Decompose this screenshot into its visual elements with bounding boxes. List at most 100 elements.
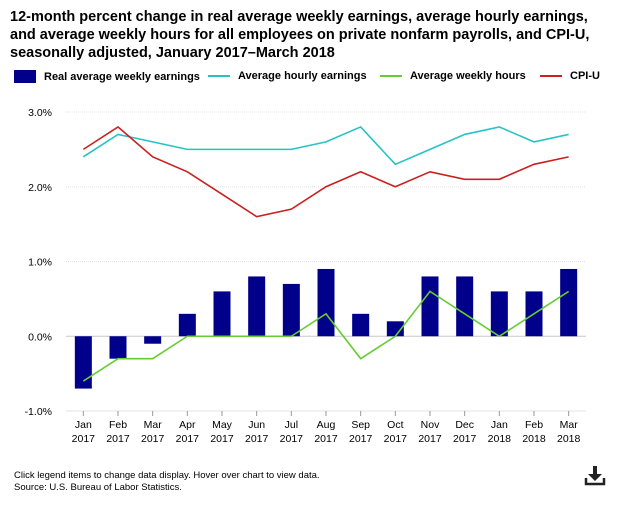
legend-swatch-line bbox=[540, 75, 562, 77]
point-average-hourly-earnings[interactable] bbox=[566, 131, 572, 137]
bar-real-weekly-earnings[interactable] bbox=[352, 313, 370, 337]
bar-real-weekly-earnings[interactable] bbox=[109, 336, 127, 359]
y-tick-label: 0.0% bbox=[28, 331, 52, 343]
point-average-hourly-earnings[interactable] bbox=[392, 161, 398, 167]
bar-real-weekly-earnings[interactable] bbox=[144, 336, 162, 344]
bar-real-weekly-earnings[interactable] bbox=[248, 276, 266, 337]
bar-real-weekly-earnings[interactable] bbox=[386, 321, 404, 337]
bar-real-weekly-earnings[interactable] bbox=[213, 291, 231, 337]
x-tick-label: May 2017 bbox=[210, 419, 234, 445]
chart-title: 12-month percent change in real average … bbox=[10, 9, 590, 61]
point-cpi-u[interactable] bbox=[254, 214, 260, 220]
legend-item-hourly-earnings[interactable]: Average hourly earnings bbox=[208, 70, 367, 82]
legend-label: CPI-U bbox=[570, 70, 600, 82]
point-cpi-u[interactable] bbox=[115, 124, 121, 130]
bar-real-weekly-earnings[interactable] bbox=[178, 313, 196, 337]
point-average-hourly-earnings[interactable] bbox=[254, 146, 260, 152]
point-average-weekly-hours[interactable] bbox=[219, 333, 225, 339]
point-average-weekly-hours[interactable] bbox=[358, 356, 364, 362]
point-cpi-u[interactable] bbox=[184, 169, 190, 175]
bar-real-weekly-earnings[interactable] bbox=[74, 336, 92, 389]
point-cpi-u[interactable] bbox=[150, 154, 156, 160]
legend: Real average weekly earnings Average hou… bbox=[0, 70, 630, 90]
point-cpi-u[interactable] bbox=[392, 184, 398, 190]
point-average-hourly-earnings[interactable] bbox=[323, 139, 329, 145]
point-cpi-u[interactable] bbox=[427, 169, 433, 175]
point-cpi-u[interactable] bbox=[323, 184, 329, 190]
footer-note: Click legend items to change data displa… bbox=[14, 470, 320, 481]
y-tick-label: -1.0% bbox=[25, 406, 52, 418]
point-average-hourly-earnings[interactable] bbox=[358, 124, 364, 130]
legend-item-cpi-u[interactable]: CPI-U bbox=[540, 70, 600, 82]
x-tick-label: Jan 2017 bbox=[72, 419, 96, 445]
point-average-weekly-hours[interactable] bbox=[254, 333, 260, 339]
x-tick-label: Sep 2017 bbox=[349, 419, 373, 445]
bar-real-weekly-earnings[interactable] bbox=[490, 291, 508, 337]
x-tick-label: Jul 2017 bbox=[280, 419, 304, 445]
point-average-weekly-hours[interactable] bbox=[566, 288, 572, 294]
chart-plot[interactable]: -1.0% 0.0% 1.0% 2.0% 3.0% Jan 2017 Feb 2017 Mar 20… bbox=[0, 0, 630, 460]
point-average-hourly-earnings[interactable] bbox=[115, 131, 121, 137]
point-average-hourly-earnings[interactable] bbox=[427, 146, 433, 152]
y-tick-label: 2.0% bbox=[28, 182, 52, 194]
y-tick-label: 3.0% bbox=[28, 107, 52, 119]
legend-swatch-bar bbox=[14, 70, 36, 83]
legend-label: Real average weekly earnings bbox=[44, 70, 200, 83]
legend-swatch-line bbox=[380, 75, 402, 77]
bar-real-weekly-earnings[interactable] bbox=[456, 276, 474, 337]
download-icon[interactable] bbox=[584, 464, 606, 486]
point-cpi-u[interactable] bbox=[462, 176, 468, 182]
point-cpi-u[interactable] bbox=[566, 154, 572, 160]
point-average-hourly-earnings[interactable] bbox=[496, 124, 502, 130]
legend-label: Average weekly hours bbox=[410, 70, 526, 82]
x-tick-label: Jan 2018 bbox=[488, 419, 512, 445]
point-average-hourly-earnings[interactable] bbox=[150, 139, 156, 145]
source-note: Source: U.S. Bureau of Labor Statistics. bbox=[14, 482, 182, 493]
point-average-weekly-hours[interactable] bbox=[427, 288, 433, 294]
point-average-weekly-hours[interactable] bbox=[462, 311, 468, 317]
point-average-weekly-hours[interactable] bbox=[184, 333, 190, 339]
point-average-weekly-hours[interactable] bbox=[496, 333, 502, 339]
point-average-hourly-earnings[interactable] bbox=[219, 146, 225, 152]
x-tick-label: Feb 2017 bbox=[106, 419, 130, 445]
point-average-weekly-hours[interactable] bbox=[288, 333, 294, 339]
line-average-weekly-hours[interactable] bbox=[82, 290, 570, 382]
point-average-weekly-hours[interactable] bbox=[323, 311, 329, 317]
bar-real-weekly-earnings[interactable] bbox=[421, 276, 439, 337]
point-average-weekly-hours[interactable] bbox=[150, 356, 156, 362]
point-average-weekly-hours[interactable] bbox=[115, 356, 121, 362]
x-tick-label: Apr 2017 bbox=[176, 419, 200, 445]
x-tick-label: Oct 2017 bbox=[384, 419, 408, 445]
point-average-hourly-earnings[interactable] bbox=[184, 146, 190, 152]
x-tick-label: Mar 2018 bbox=[557, 419, 581, 445]
line-cpi-u[interactable] bbox=[82, 125, 569, 218]
legend-swatch-line bbox=[208, 75, 230, 77]
legend-item-weekly-hours[interactable]: Average weekly hours bbox=[380, 70, 526, 82]
x-tick-label: Nov 2017 bbox=[418, 419, 442, 445]
legend-item-real-weekly-earnings[interactable]: Real average weekly earnings bbox=[14, 70, 200, 83]
point-average-hourly-earnings[interactable] bbox=[462, 131, 468, 137]
point-cpi-u[interactable] bbox=[358, 169, 364, 175]
point-average-hourly-earnings[interactable] bbox=[80, 154, 86, 160]
x-tick-label: Aug 2017 bbox=[314, 419, 338, 445]
x-tick-label: Feb 2018 bbox=[522, 419, 546, 445]
bar-real-weekly-earnings[interactable] bbox=[317, 268, 335, 337]
point-cpi-u[interactable] bbox=[531, 161, 537, 167]
point-average-weekly-hours[interactable] bbox=[80, 378, 86, 384]
legend-label: Average hourly earnings bbox=[238, 70, 367, 82]
line-average-hourly-earnings[interactable] bbox=[82, 125, 569, 166]
point-average-weekly-hours[interactable] bbox=[531, 311, 537, 317]
point-average-hourly-earnings[interactable] bbox=[288, 146, 294, 152]
point-cpi-u[interactable] bbox=[80, 146, 86, 152]
bar-real-weekly-earnings[interactable] bbox=[560, 268, 578, 337]
point-cpi-u[interactable] bbox=[288, 206, 294, 212]
footer: Click legend items to change data displa… bbox=[14, 470, 320, 494]
x-tick-label: Mar 2017 bbox=[141, 419, 165, 445]
point-cpi-u[interactable] bbox=[496, 176, 502, 182]
x-tick-label: Jun 2017 bbox=[245, 419, 269, 445]
point-cpi-u[interactable] bbox=[219, 191, 225, 197]
point-average-weekly-hours[interactable] bbox=[392, 333, 398, 339]
bar-real-weekly-earnings[interactable] bbox=[282, 283, 300, 337]
point-average-hourly-earnings[interactable] bbox=[531, 139, 537, 145]
y-tick-label: 1.0% bbox=[28, 257, 52, 269]
